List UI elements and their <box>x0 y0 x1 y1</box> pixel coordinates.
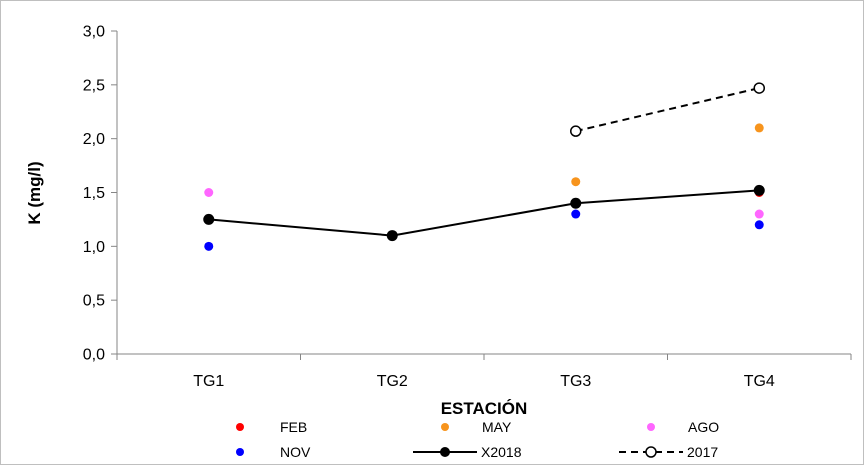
x-tick-label: TG4 <box>744 373 775 390</box>
legend-symbol-nov <box>236 448 244 456</box>
legend-label-2017: 2017 <box>687 444 718 460</box>
y-tick-label: 0,5 <box>83 293 105 310</box>
x-tick-label: TG2 <box>377 373 408 390</box>
point-nov <box>754 220 764 230</box>
legend: FEB MAY AGO NOV X2018 2017 <box>236 419 719 460</box>
y-tick-label: 0,0 <box>83 347 105 364</box>
legend-symbol-ago <box>647 423 655 431</box>
point-may <box>754 123 764 133</box>
point-ago <box>754 209 764 219</box>
point-2017 <box>570 125 582 137</box>
legend-label-ago: AGO <box>688 419 719 435</box>
point-x2018 <box>570 197 582 209</box>
point-nov <box>571 209 581 219</box>
point-x2018 <box>386 230 398 242</box>
point-may <box>571 177 581 187</box>
y-tick-label: 1,5 <box>83 185 105 202</box>
legend-label-x2018: X2018 <box>481 444 522 460</box>
plot-lines <box>208 87 760 237</box>
legend-label-feb: FEB <box>280 419 307 435</box>
x-tick-label: TG1 <box>193 373 224 390</box>
legend-symbol-may <box>441 423 449 431</box>
series-line-x2018 <box>208 189 760 237</box>
x-axis-title: ESTACIÓN <box>441 399 528 418</box>
series-line-2017 <box>575 87 760 133</box>
legend-label-nov: NOV <box>280 444 311 460</box>
point-x2018 <box>203 213 215 225</box>
point-2017 <box>753 82 765 94</box>
y-tick-label: 2,5 <box>83 77 105 94</box>
legend-symbol-2017 <box>645 446 657 458</box>
legend-symbol-feb <box>236 423 244 431</box>
legend-symbol-x2018 <box>440 447 450 457</box>
x-axis: TG1 TG2 TG3 TG4 <box>116 353 852 390</box>
point-nov <box>204 241 214 251</box>
y-axis-title: K (mg/l) <box>25 161 44 224</box>
y-tick-label: 1,0 <box>83 239 105 256</box>
y-axis: 0,0 0,5 1,0 1,5 2,0 2,5 3,0 <box>83 24 118 364</box>
point-x2018 <box>753 184 765 196</box>
plot-points <box>203 82 765 251</box>
y-tick-label: 3,0 <box>83 24 105 41</box>
legend-label-may: MAY <box>482 419 512 435</box>
y-tick-label: 2,0 <box>83 131 105 148</box>
point-ago <box>204 188 214 197</box>
x-tick-label: TG3 <box>560 373 591 390</box>
